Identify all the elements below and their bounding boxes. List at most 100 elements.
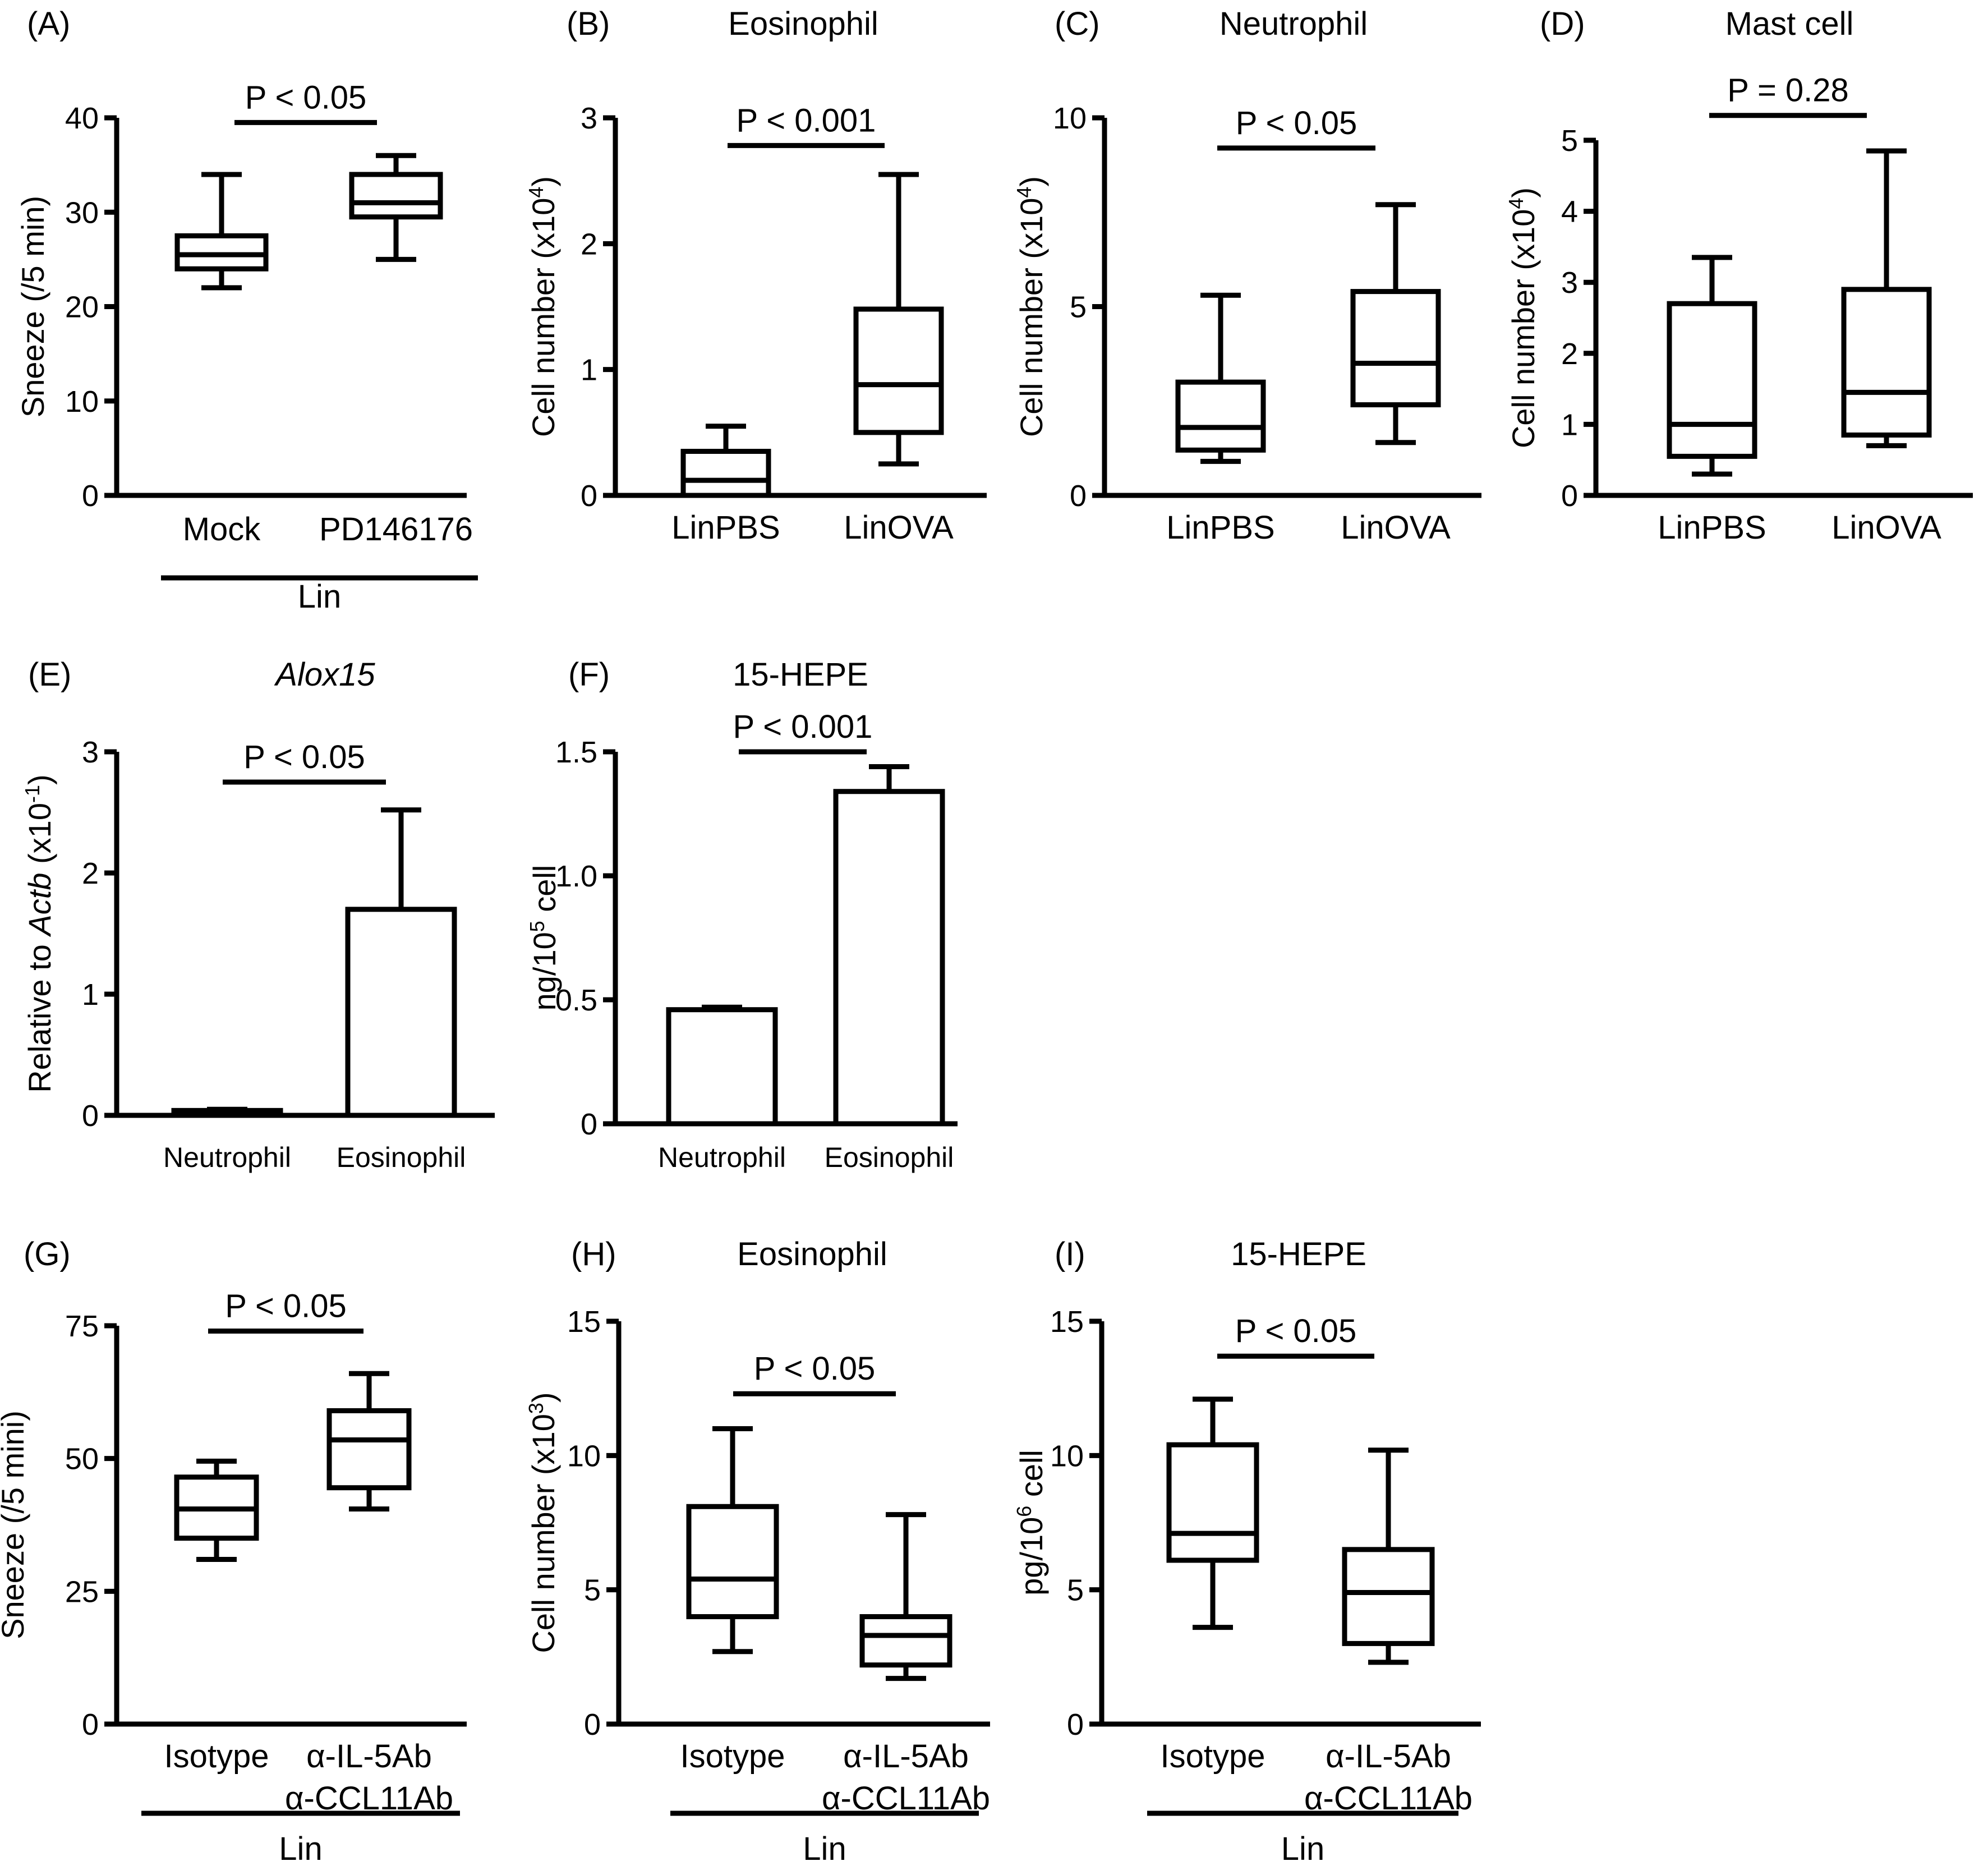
y-tick-label: 0 [82,1708,99,1741]
y-tick-label: 3 [581,102,597,135]
x-category-label: Eosinophil [337,1142,466,1173]
x-category-label: Mock [183,511,261,548]
box-1 [686,1426,779,1655]
panel-b: (B) Eosinophil 0 1 2 3 Cell number (x104) P < 0… [524,6,987,546]
y-axis-label: ng/105 cell [526,865,563,1011]
y-tick-label: 25 [65,1575,99,1609]
y-tick-label: 2 [581,227,597,261]
group-label: Lin [1281,1831,1324,1867]
y-tick-label: 5 [1561,124,1578,158]
iqr-box [1175,379,1266,453]
y-tick-label: 2 [82,857,99,890]
box-2 [1350,202,1441,445]
y-tick-label: 15 [567,1305,601,1339]
x-category-label: α-CCL11Ab [285,1780,453,1817]
panel-label: (E) [28,656,71,693]
iqr-box [680,448,771,498]
y-tick-label: 75 [65,1309,99,1343]
box-2 [349,153,443,262]
y-tick-label: 1 [1561,408,1578,442]
x-category-label: α-IL-5Ab [843,1738,969,1775]
y-tick-label: 3 [82,736,99,769]
panel-label: (I) [1055,1236,1085,1272]
y-tick-label: 10 [1050,1439,1084,1473]
chart-title: 15-HEPE [733,656,868,693]
x-category-label: α-CCL11Ab [1304,1780,1472,1817]
panel-a: (A) 0 10 20 30 40 Sneeze (/5 min) P < 0.05 Mock P… [15,6,478,615]
x-category-label: LinPBS [1658,509,1766,546]
bar [666,1007,778,1127]
group-label: Lin [803,1831,846,1867]
x-category-label: LinOVA [1831,509,1941,546]
pvalue-label: P < 0.05 [245,79,367,116]
y-tick-label: 30 [65,196,99,229]
y-tick-label: 2 [1561,337,1578,371]
bar-group-1 [666,1004,778,1127]
group-label: Lin [279,1831,322,1867]
y-axis-label: Cell number (x104) [1504,187,1541,448]
iqr-box [1841,287,1932,438]
panel-d: (D) Mast cell 0 1 2 3 4 5 Cell number (x104) P = … [1504,6,1973,546]
y-axis-label: Sneeze (/5 min) [15,196,50,417]
chart-title: Alox15 [274,656,375,693]
x-category-label: LinPBS [671,509,780,546]
y-axis-label: Cell number (x104) [1013,176,1050,437]
y-tick-label: 40 [65,102,99,135]
iqr-box [686,1504,779,1620]
chart-title: Eosinophil [728,6,878,42]
y-tick-label: 10 [567,1439,601,1473]
y-tick-label: 3 [1561,266,1578,300]
iqr-box [1166,1442,1259,1563]
pvalue-label: P < 0.05 [754,1350,876,1387]
panel-label: (D) [1540,6,1585,42]
y-axis-label: Cell number (x104) [524,176,562,437]
x-category-label: PD146176 [319,511,473,548]
box-1 [680,424,771,498]
bar [345,907,457,1118]
panel-h: (H) Eosinophil 0 5 10 15 Cell number (x103) P <… [524,1236,991,1867]
y-tick-label: 5 [1070,291,1087,324]
pvalue-label: P < 0.05 [1236,105,1357,141]
box-2 [1841,148,1932,448]
y-tick-label: 5 [1067,1574,1084,1607]
box-2 [326,1371,412,1512]
panel-label: (C) [1055,6,1100,42]
x-category-label: α-CCL11Ab [822,1780,990,1817]
pvalue-label: P = 0.28 [1727,72,1849,109]
y-tick-label: 0 [1067,1708,1084,1741]
box-2 [853,172,944,467]
panel-i: (I) 15-HEPE 0 5 10 15 pg/106 cell P < 0.05 Isoty… [1013,1236,1481,1867]
pvalue-label: P < 0.05 [1235,1313,1357,1349]
pvalue-label: P < 0.05 [243,739,365,775]
y-tick-label: 1.0 [555,860,597,893]
y-tick-label: 0 [82,1099,99,1133]
y-axis-label: pg/106 cell [1013,1450,1050,1596]
box-2 [1342,1447,1435,1665]
box-2 [859,1512,952,1681]
y-tick-label: 50 [65,1442,99,1476]
box-1 [174,1458,259,1562]
box-1 [174,172,269,291]
pvalue-label: P < 0.05 [225,1288,347,1324]
y-tick-label: 0.5 [555,984,597,1017]
x-category-label: LinOVA [1341,509,1451,546]
x-category-label: Neutrophil [163,1142,291,1173]
panel-label: (B) [567,6,610,42]
panel-label: (A) [27,6,70,42]
y-tick-label: 0 [1561,479,1578,513]
y-tick-label: 1.5 [555,736,597,769]
y-axis-label: Cell number (x103) [524,1392,562,1653]
box-1 [1166,1396,1259,1630]
iqr-box [1350,289,1441,407]
iqr-box [326,1408,412,1491]
bar-group-2 [345,807,457,1118]
chart-title: Neutrophil [1220,6,1368,42]
chart-title: 15-HEPE [1231,1236,1366,1272]
chart-title: Mast cell [1725,6,1854,42]
bar [833,789,945,1127]
panel-label: (F) [568,656,610,693]
x-category-label: α-IL-5Ab [1326,1738,1451,1775]
box-1 [1175,292,1266,464]
pvalue-label: P < 0.001 [733,709,873,745]
y-axis-label: Sneeze (/5 mini) [0,1410,30,1639]
